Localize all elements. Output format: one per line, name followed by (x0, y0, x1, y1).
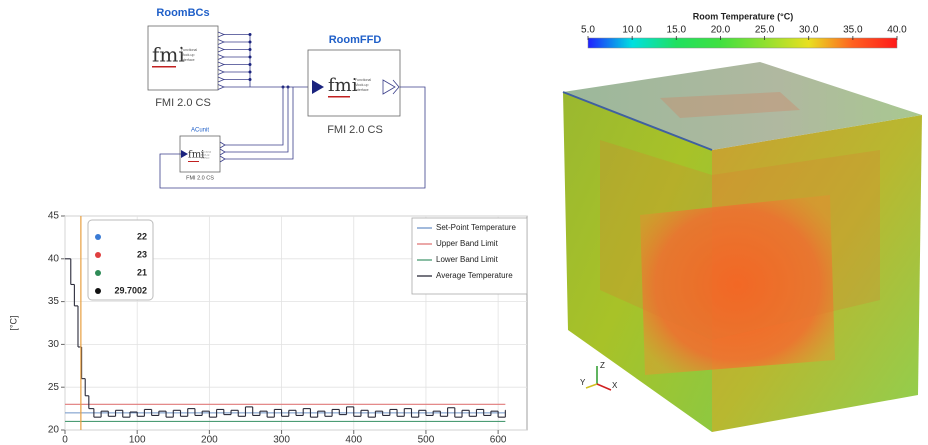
chart: [°C] 20 25 30 35 40 45 0 100 200 300 400 500 600 22 23… (8, 211, 527, 445)
output-port (220, 142, 225, 162)
y-tick-label: 35 (48, 296, 60, 307)
y-tick-label: 30 (48, 339, 60, 350)
logo-text: Mock-up (181, 53, 194, 57)
diagram: RoomBCs fmi Functional Mock-up Interface… (148, 7, 425, 188)
x-tick-label: 400 (345, 435, 362, 445)
logo-underline (328, 96, 350, 98)
logo-text: Mock-up (201, 155, 210, 157)
readout-value: 29.7002 (114, 285, 147, 295)
legend-label: Upper Band Limit (436, 239, 499, 248)
y-tick-label: 25 (48, 382, 60, 393)
axis-name: X (612, 381, 618, 390)
render-view: Room Temperature (°C) Z Y X 5.0 10.0 15.0 2… (563, 11, 922, 432)
logo-text: Interface (201, 157, 210, 160)
x-tick-label: 100 (129, 435, 146, 445)
readout-dot (95, 288, 101, 294)
junctions (249, 33, 290, 89)
figure: RoomBCs fmi Functional Mock-up Interface… (0, 0, 928, 445)
cube (563, 62, 922, 432)
logo-underline (152, 66, 176, 68)
logo-text: Interface (181, 58, 195, 62)
colorbar-tick-label: 15.0 (667, 25, 687, 36)
readout-value: 23 (137, 249, 147, 259)
legend-label: Average Temperature (436, 271, 513, 280)
y-tick-label: 45 (48, 211, 60, 222)
colorbar-tick-label: 25.0 (755, 25, 775, 36)
node-caption: FMI 2.0 CS (186, 175, 214, 181)
colorbar-tick-label: 30.0 (799, 25, 819, 36)
axis-name: Z (600, 361, 605, 370)
colorbar-tick-label: 40.0 (887, 25, 907, 36)
node-caption: FMI 2.0 CS (155, 97, 211, 109)
node-title: RoomFFD (329, 34, 382, 46)
node-title: ACunit (191, 128, 209, 134)
logo-text: Functional (355, 78, 371, 82)
readout-value: 22 (137, 231, 147, 241)
logo-text: Interface (355, 88, 369, 92)
wire (225, 87, 293, 159)
x-tick-label: 600 (490, 435, 507, 445)
colorbar-title: Room Temperature (°C) (693, 11, 793, 21)
y-axis-label: [°C] (8, 315, 18, 330)
logo-underline (188, 161, 199, 162)
colorbar (588, 38, 897, 48)
axes-triad: Z Y X (580, 361, 618, 390)
x-tick-label: 0 (62, 435, 68, 445)
node-caption: FMI 2.0 CS (327, 124, 383, 136)
colorbar-tick-label: 20.0 (711, 25, 731, 36)
logo-mark: fmi (152, 43, 185, 67)
y-tick-label: 20 (48, 425, 60, 436)
logo-text: Functional (201, 151, 212, 154)
logo-text: Mock-up (355, 83, 368, 87)
readout-dot (95, 234, 101, 240)
legend-label: Set-Point Temperature (436, 223, 516, 232)
x-tick-label: 200 (201, 435, 218, 445)
readout-dot (95, 252, 101, 258)
colorbar-tick-label: 10.0 (622, 25, 642, 36)
axis-name: Y (580, 378, 586, 387)
readout-dot (95, 270, 101, 276)
colorbar-tick-label: 5.0 (581, 25, 595, 36)
y-tick-label: 40 (48, 253, 60, 264)
legend-label: Lower Band Limit (436, 255, 499, 264)
x-tick-label: 500 (418, 435, 435, 445)
logo-mark: fmi (328, 75, 358, 96)
colorbar-tick-label: 35.0 (843, 25, 863, 36)
node-title: RoomBCs (156, 7, 209, 19)
readout-value: 21 (137, 267, 147, 277)
x-tick-label: 300 (273, 435, 290, 445)
logo-text: Functional (181, 48, 197, 52)
ports (218, 32, 250, 90)
